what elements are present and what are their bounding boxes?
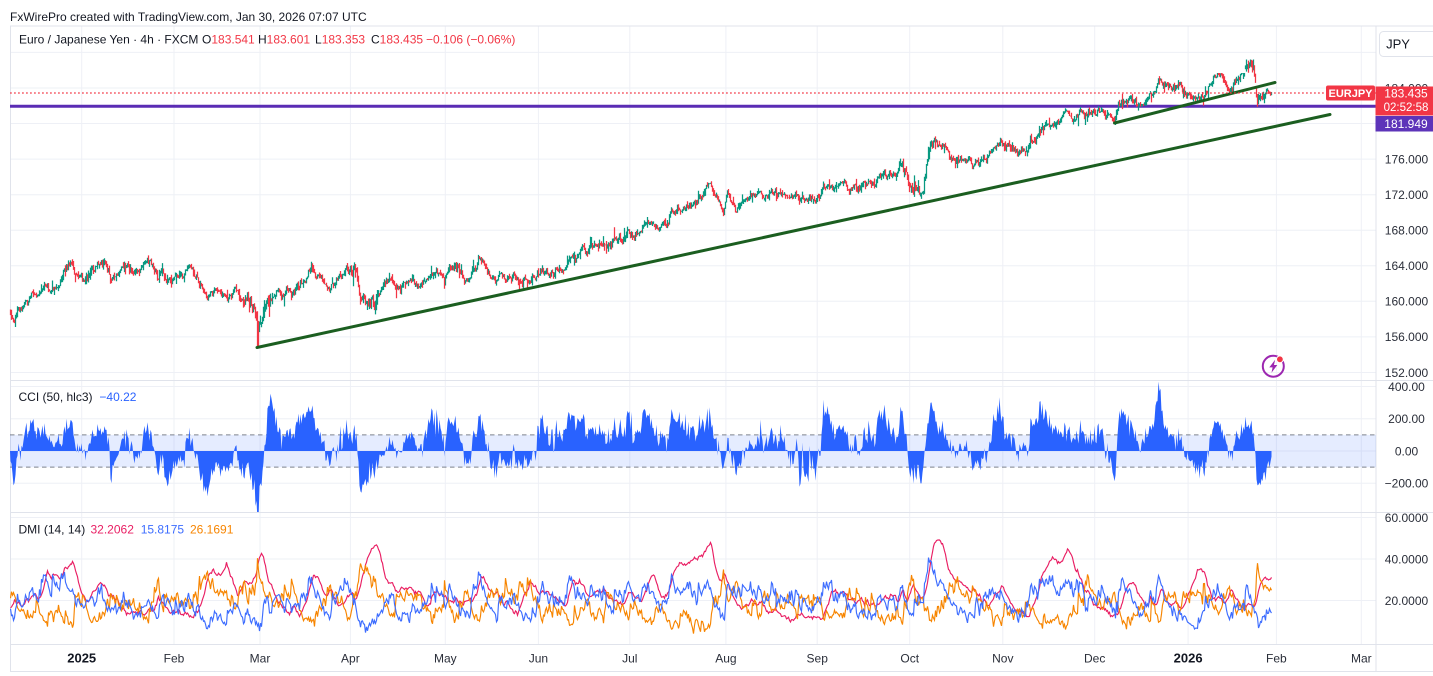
- svg-text:Apr: Apr: [341, 652, 360, 666]
- svg-text:2026: 2026: [1174, 651, 1203, 666]
- svg-text:Dec: Dec: [1084, 652, 1105, 666]
- svg-text:Feb: Feb: [1266, 652, 1287, 666]
- svg-text:−40.22: −40.22: [99, 390, 136, 404]
- svg-text:Jun: Jun: [529, 652, 548, 666]
- svg-text:−200.00: −200.00: [1385, 477, 1429, 491]
- svg-text:60.0000: 60.0000: [1385, 511, 1429, 525]
- svg-text:181.949: 181.949: [1384, 117, 1428, 131]
- svg-text:Oct: Oct: [900, 652, 919, 666]
- svg-text:Mar: Mar: [250, 652, 271, 666]
- svg-text:Mar: Mar: [1351, 652, 1372, 666]
- svg-text:May: May: [434, 652, 457, 666]
- svg-text:−0.106 (−0.06%): −0.106 (−0.06%): [426, 33, 515, 47]
- svg-text:02:52:58: 02:52:58: [1384, 102, 1429, 114]
- svg-text:Feb: Feb: [164, 652, 185, 666]
- svg-text:32.2062: 32.2062: [91, 523, 135, 537]
- svg-text:DMI (14, 14): DMI (14, 14): [19, 523, 86, 537]
- svg-text:160.000: 160.000: [1385, 295, 1429, 309]
- svg-text:172.000: 172.000: [1385, 188, 1429, 202]
- svg-text:L183.353: L183.353: [315, 33, 365, 47]
- svg-text:164.000: 164.000: [1385, 259, 1429, 273]
- svg-text:C183.435: C183.435: [371, 33, 423, 47]
- svg-text:Euro / Japanese Yen · 4h · FXC: Euro / Japanese Yen · 4h · FXCM: [19, 33, 198, 47]
- svg-text:FxWirePro created with Trading: FxWirePro created with TradingView.com, …: [10, 10, 367, 24]
- svg-text:26.1691: 26.1691: [190, 523, 234, 537]
- svg-text:20.0000: 20.0000: [1385, 594, 1429, 608]
- svg-text:H183.601: H183.601: [258, 33, 310, 47]
- svg-text:200.00: 200.00: [1388, 412, 1425, 426]
- svg-text:400.00: 400.00: [1388, 380, 1425, 394]
- svg-text:CCI (50, hlc3): CCI (50, hlc3): [19, 390, 93, 404]
- svg-text:EURJPY: EURJPY: [1328, 88, 1373, 100]
- svg-text:176.000: 176.000: [1385, 152, 1429, 166]
- svg-text:183.435: 183.435: [1384, 87, 1428, 101]
- svg-text:156.000: 156.000: [1385, 330, 1429, 344]
- svg-text:0.00: 0.00: [1395, 444, 1419, 458]
- svg-text:168.000: 168.000: [1385, 224, 1429, 238]
- svg-text:JPY: JPY: [1386, 37, 1410, 52]
- svg-text:40.0000: 40.0000: [1385, 552, 1429, 566]
- svg-text:Sep: Sep: [807, 652, 829, 666]
- svg-text:Jul: Jul: [622, 652, 637, 666]
- svg-text:O183.541: O183.541: [202, 33, 255, 47]
- svg-text:15.8175: 15.8175: [141, 523, 185, 537]
- svg-text:2025: 2025: [67, 651, 96, 666]
- svg-text:152.000: 152.000: [1385, 366, 1429, 380]
- svg-text:Nov: Nov: [992, 652, 1013, 666]
- svg-text:Aug: Aug: [715, 652, 736, 666]
